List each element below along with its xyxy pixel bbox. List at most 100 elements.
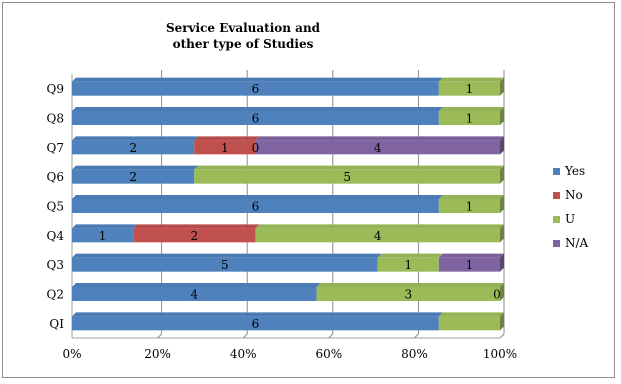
x-tick-label: 0% <box>62 347 81 361</box>
bar-top-face <box>133 224 260 229</box>
category-label: Q5 <box>47 200 64 214</box>
bar-segment-u <box>377 257 439 272</box>
bar-top-face <box>438 312 504 317</box>
bar-top-face <box>72 107 443 111</box>
category-label: Q8 <box>47 112 64 126</box>
data-label: 1 <box>99 229 107 243</box>
bar-end-cap <box>500 253 504 272</box>
category-label: Q4 <box>47 229 65 243</box>
bar-segment-yes <box>72 257 378 272</box>
category-label: Q7 <box>47 141 64 155</box>
data-label: 1 <box>466 200 474 214</box>
bar-end-cap <box>500 165 504 184</box>
bar-top-face <box>72 195 443 199</box>
data-label: 2 <box>129 141 137 155</box>
bar-top-face <box>255 136 504 141</box>
x-tick-label: 60% <box>315 347 342 361</box>
data-label: 6 <box>252 317 260 331</box>
category-label: Q2 <box>47 288 64 302</box>
data-label: 1 <box>466 112 474 126</box>
gridline-floor <box>157 333 162 339</box>
bar-end-cap <box>500 283 504 301</box>
bar-top-face <box>438 253 504 258</box>
bar-top-face <box>194 165 505 170</box>
bar-segment-no <box>194 140 256 155</box>
data-label: 1 <box>466 258 474 272</box>
bar-top-face <box>72 77 443 82</box>
bar-top-face <box>72 136 199 141</box>
bar-top-face <box>438 107 504 111</box>
bar-end-cap <box>500 224 504 243</box>
chart-title: Service Evaluation and other type of Stu… <box>165 21 321 51</box>
data-label: 2 <box>190 229 198 243</box>
data-label: 0 <box>493 288 501 302</box>
data-label: 4 <box>374 229 382 243</box>
bar-segment-u <box>316 287 500 301</box>
bar-top-face <box>72 283 321 287</box>
bar-segment-yes <box>72 81 439 96</box>
bar-top-face <box>72 312 443 317</box>
bar-top-face <box>316 283 504 287</box>
bar-top-face <box>438 195 504 199</box>
legend-label: U <box>565 212 575 226</box>
gridline-floor <box>242 333 248 339</box>
bar-segment-yes <box>72 169 195 184</box>
data-label: 6 <box>252 200 260 214</box>
legend-label: N/A <box>565 236 589 250</box>
bar-segment-no <box>133 228 256 243</box>
x-tick-label: 80% <box>401 347 428 361</box>
x-tick-label: 20% <box>144 347 171 361</box>
category-label: Q9 <box>47 82 64 96</box>
bar-top-face <box>72 224 138 229</box>
data-label: 5 <box>343 170 351 184</box>
bar-segment-u <box>438 199 500 213</box>
bar-segment-yes <box>72 140 195 155</box>
gridline-floor <box>328 333 334 339</box>
data-label: 3 <box>404 288 412 302</box>
legend-swatch-yes <box>553 168 560 175</box>
bar-top-face <box>377 253 443 258</box>
data-label: 6 <box>252 82 260 96</box>
bar-top-face <box>72 165 199 170</box>
legend-swatch-u <box>553 216 560 223</box>
bar-end-cap <box>500 107 504 125</box>
data-label: 6 <box>252 112 260 126</box>
data-label: 5 <box>221 258 229 272</box>
legend-label: Yes <box>564 164 585 178</box>
bar-segment-u <box>438 316 500 331</box>
category-label: Q6 <box>47 170 64 184</box>
legend-label: No <box>565 188 583 202</box>
category-label: QI <box>49 317 64 331</box>
bar-end-cap <box>500 136 504 155</box>
bar-segment-u <box>194 169 501 184</box>
data-label: 4 <box>374 141 382 155</box>
bar-segment-na <box>438 257 500 272</box>
legend-swatch-no <box>553 192 560 199</box>
category-label: Q3 <box>47 258 64 272</box>
bar-segment-yes <box>72 316 439 331</box>
legend-swatch-na <box>553 240 560 247</box>
data-label: 0 <box>252 141 260 155</box>
bar-segment-u <box>255 228 500 243</box>
gridline-floor <box>499 333 505 339</box>
bar-segment-u <box>438 81 500 96</box>
bar-segment-na <box>255 140 500 155</box>
bar-top-face <box>255 224 504 229</box>
bar-end-cap <box>500 312 504 331</box>
bar-top-face <box>72 253 382 258</box>
bar-segment-yes <box>72 111 439 125</box>
bar-top-face <box>438 77 504 82</box>
data-label: 1 <box>404 258 412 272</box>
x-tick-label: 100% <box>483 347 517 361</box>
data-label: 1 <box>466 82 474 96</box>
bar-top-face <box>194 136 260 141</box>
bar-segment-yes <box>72 228 134 243</box>
gridline-floor <box>414 333 419 339</box>
bar-segment-yes <box>72 199 439 213</box>
data-label: 1 <box>221 141 229 155</box>
bar-segment-yes <box>72 287 317 301</box>
bar-end-cap <box>500 77 504 96</box>
x-tick-label: 40% <box>230 347 257 361</box>
data-label: 2 <box>129 170 137 184</box>
